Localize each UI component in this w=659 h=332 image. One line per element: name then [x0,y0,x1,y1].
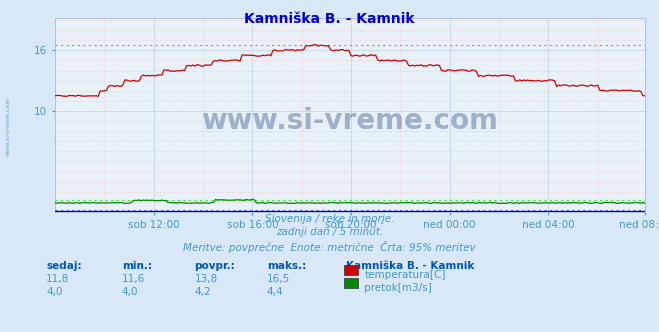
Text: www.si-vreme.com: www.si-vreme.com [5,96,11,156]
Text: 4,4: 4,4 [267,287,283,297]
Text: min.:: min.: [122,261,152,271]
Text: 11,6: 11,6 [122,274,145,284]
Text: Kamniška B. - Kamnik: Kamniška B. - Kamnik [244,12,415,26]
Text: maks.:: maks.: [267,261,306,271]
Text: pretok[m3/s]: pretok[m3/s] [364,283,432,293]
Text: 11,8: 11,8 [46,274,69,284]
Text: 13,8: 13,8 [194,274,217,284]
Text: Kamniška B. - Kamnik: Kamniška B. - Kamnik [346,261,474,271]
Text: 4,0: 4,0 [122,287,138,297]
Text: povpr.:: povpr.: [194,261,235,271]
Text: zadnji dan / 5 minut.: zadnji dan / 5 minut. [276,227,383,237]
Text: 16,5: 16,5 [267,274,290,284]
Text: Slovenija / reke in morje.: Slovenija / reke in morje. [265,214,394,224]
Text: 4,2: 4,2 [194,287,211,297]
Text: www.si-vreme.com: www.si-vreme.com [202,107,498,135]
Text: 4,0: 4,0 [46,287,63,297]
Text: Meritve: povprečne  Enote: metrične  Črta: 95% meritev: Meritve: povprečne Enote: metrične Črta:… [183,241,476,253]
Text: sedaj:: sedaj: [46,261,82,271]
Text: temperatura[C]: temperatura[C] [364,270,446,280]
